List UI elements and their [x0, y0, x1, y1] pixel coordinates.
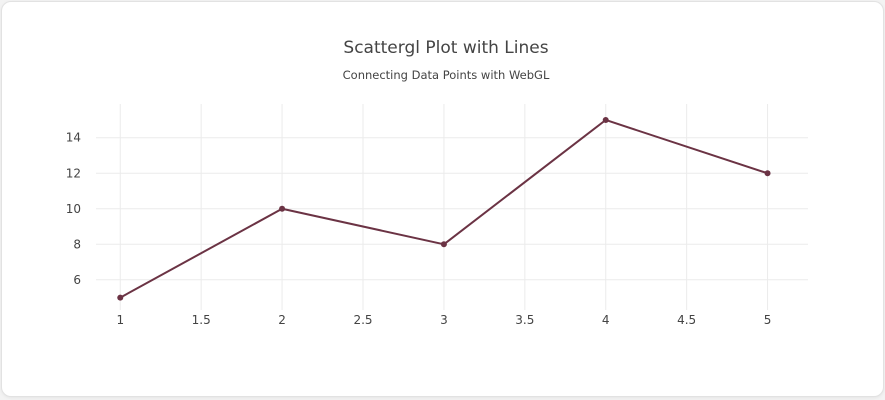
x-tick-label: 3.5 [515, 313, 534, 327]
x-tick-label: 4.5 [677, 313, 696, 327]
x-axis: 1 1.5 2 2.5 3 3.5 4 4.5 5 [116, 313, 771, 327]
data-point[interactable] [602, 116, 609, 123]
x-tick-label: 1 [116, 313, 124, 327]
x-tick-label: 2 [278, 313, 286, 327]
y-gridlines [96, 137, 808, 281]
data-point[interactable] [764, 170, 771, 177]
series-trace [117, 116, 771, 301]
x-tick-label: 3 [440, 313, 448, 327]
y-tick-label: 14 [66, 131, 81, 145]
chart-subtitle: Connecting Data Points with WebGL [343, 68, 550, 82]
y-tick-label: 8 [73, 237, 81, 251]
y-tick-label: 6 [73, 273, 81, 287]
x-tick-label: 5 [764, 313, 772, 327]
x-tick-label: 4 [602, 313, 610, 327]
y-tick-label: 12 [66, 166, 81, 180]
data-point[interactable] [279, 205, 286, 212]
chart-title: Scattergl Plot with Lines [343, 38, 548, 58]
data-point[interactable] [440, 241, 447, 248]
y-tick-label: 10 [66, 202, 81, 216]
x-tick-label: 2.5 [353, 313, 372, 327]
y-axis: 6 8 10 12 14 [66, 131, 81, 287]
data-point[interactable] [117, 294, 124, 301]
x-tick-label: 1.5 [192, 313, 211, 327]
x-gridlines [119, 104, 769, 310]
